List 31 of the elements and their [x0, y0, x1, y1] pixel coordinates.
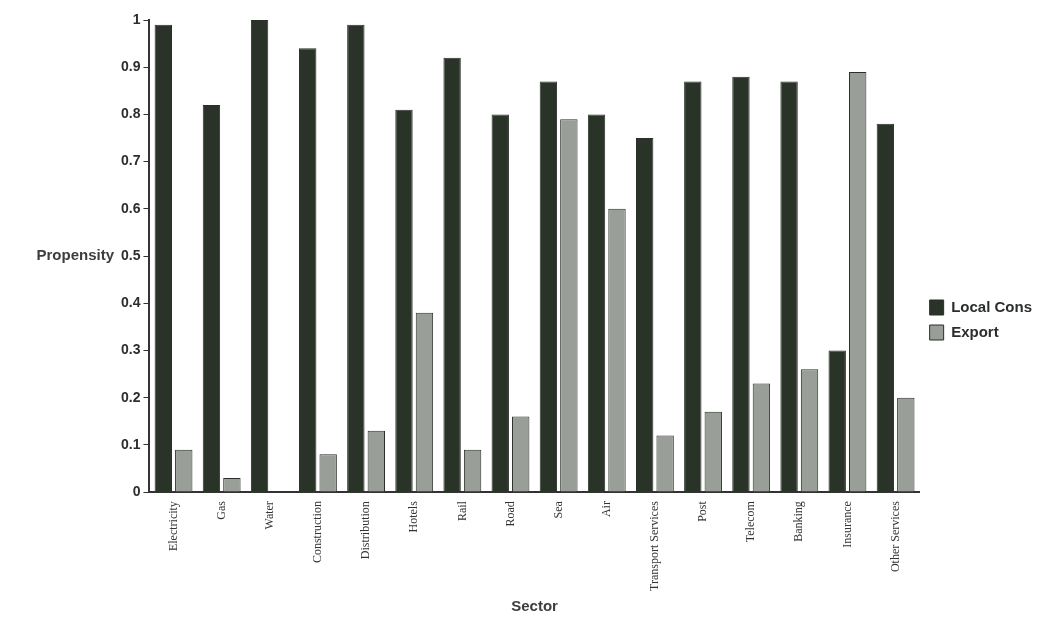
legend-label: Local Cons [951, 297, 1033, 315]
x-tick-label: Construction [310, 501, 325, 564]
x-tick-label: Other Services [887, 500, 902, 573]
y-tick-label: 0.5 [120, 246, 141, 263]
x-tick-label: Post [695, 500, 710, 522]
x-tick-label: Sea [550, 500, 565, 519]
y-tick-label: 0.4 [120, 294, 141, 311]
y-axis-title: Propensity [36, 246, 115, 264]
x-tick-label: Transport Services [647, 500, 662, 592]
x-tick-label: Road [502, 501, 517, 527]
y-tick-label: 1 [132, 10, 141, 27]
legend-label: Export [951, 322, 999, 340]
y-tick-label: 0.7 [120, 152, 141, 169]
y-tick-label: 0.3 [120, 341, 141, 358]
x-tick-label: Telecom [743, 500, 758, 543]
y-tick-label: 0.8 [120, 105, 141, 122]
x-tick-label: Hotels [406, 500, 421, 533]
x-tick-label: Banking [791, 501, 806, 542]
x-axis-title: Sector [511, 597, 559, 615]
x-tick-label: Air [598, 501, 613, 518]
x-tick-label: Rail [454, 500, 469, 522]
x-tick-label: Insurance [839, 501, 854, 548]
y-tick-label: 0.6 [120, 199, 141, 216]
y-tick-label: 0.2 [120, 388, 141, 405]
y-tick-label: 0 [132, 482, 141, 499]
x-tick-label: Gas [213, 500, 228, 520]
y-tick-label: 0.1 [120, 435, 141, 452]
x-tick-label: Distribution [358, 501, 373, 560]
x-tick-label: Water [261, 501, 276, 530]
y-tick-label: 0.9 [120, 58, 141, 75]
x-tick-label: Electricity [165, 501, 180, 552]
